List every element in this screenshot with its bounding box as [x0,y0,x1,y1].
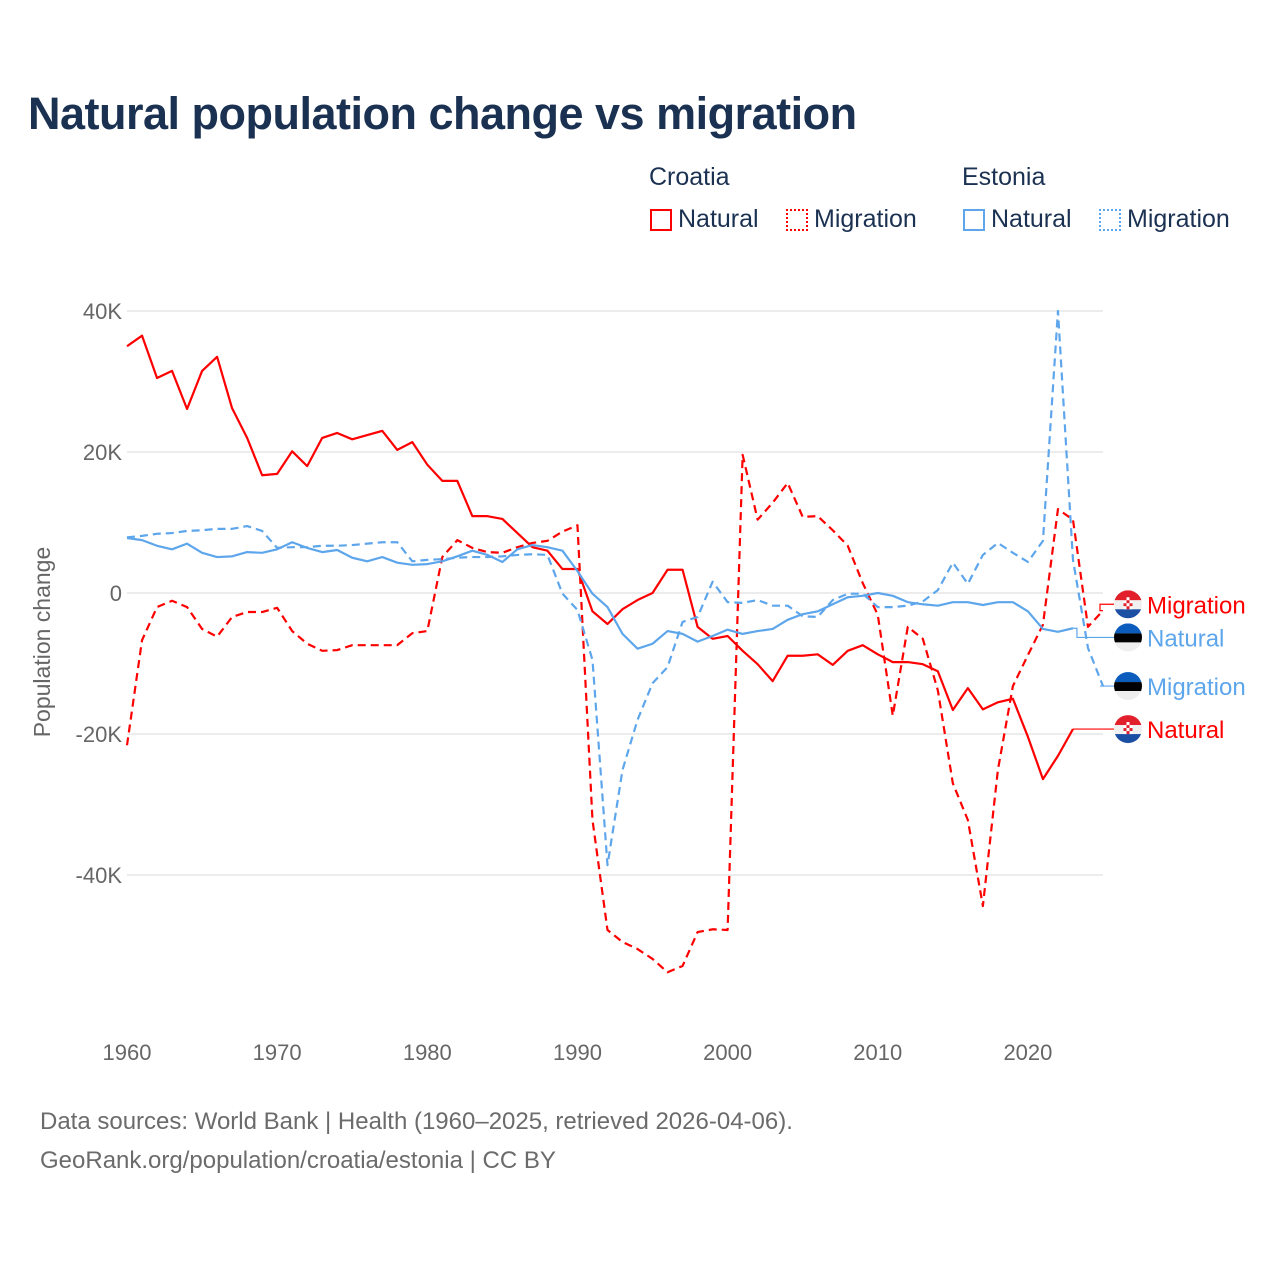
legend-label: Natural [678,205,759,233]
flag-shape [1114,715,1142,744]
label-connector [1099,603,1114,612]
flag-checker [1126,597,1130,601]
y-axis-label: Population change [29,547,55,738]
flag-checker [1126,606,1130,610]
flag-stripe [1114,682,1142,692]
legend-group-croatia: Croatia [649,163,730,191]
end-label: Migration [1147,592,1246,619]
flag-checker [1126,600,1130,604]
y-tick-label: 20K [83,440,122,465]
flag-checker [1126,722,1130,726]
footer-source: Data sources: World Bank | Health (1960–… [40,1108,793,1135]
flag-checker [1123,600,1127,604]
flag-checker [1129,728,1133,732]
flag-stripe [1114,715,1142,726]
series-line-estonia-migration [126,309,1105,867]
flag-stripe [1114,590,1142,601]
legend-swatch-solid [650,208,672,231]
flag-checker [1129,731,1133,735]
flag-checker [1123,606,1127,610]
end-label: Natural [1147,717,1224,744]
end-label: Migration [1147,674,1246,701]
flag-checker [1123,722,1127,726]
croatia-flag-icon [1114,715,1142,744]
flag-shape [1114,672,1142,701]
y-tick-label: -20K [76,722,123,747]
flag-checker [1126,731,1130,735]
legend-group-estonia: Estonia [962,163,1046,191]
flag-checker [1129,597,1133,601]
legend-item-croatia-natural[interactable]: Natural [650,205,759,234]
legend-item-estonia-natural[interactable]: Natural [963,205,1072,234]
legend-label: Migration [814,205,917,233]
flag-checker [1126,725,1130,729]
flag-stripe [1114,672,1142,683]
flag-checker [1129,606,1133,610]
series-line-croatia-migration [125,453,1104,974]
y-tick-label: -40K [76,863,123,888]
x-tick-label: 2010 [853,1040,902,1065]
flag-shape [1114,623,1142,652]
flag-stripe [1114,691,1142,701]
estonia-flag-icon [1114,672,1142,701]
flag-stripe [1114,623,1142,634]
legend-label: Natural [991,205,1072,233]
flag-shape [1114,590,1142,619]
flag-checker [1126,728,1130,732]
x-tick-label: 2020 [1003,1040,1052,1065]
flag-checker [1123,725,1127,729]
flag-checker [1129,725,1133,729]
x-tick-label: 1980 [403,1040,452,1065]
x-tick-label: 1960 [103,1040,152,1065]
x-tick-label: 2000 [703,1040,752,1065]
x-tick-label: 1990 [553,1040,602,1065]
legend-swatch-solid [963,208,985,231]
end-label: Natural [1147,625,1224,652]
flag-checker [1129,603,1133,607]
legend-swatch-dotted [1099,208,1121,231]
flag-stripe [1114,734,1142,744]
footer-link[interactable]: GeoRank.org/population/croatia/estonia |… [40,1147,556,1174]
x-tick-label: 1970 [253,1040,302,1065]
flag-checker [1123,731,1127,735]
chart-title: Natural population change vs migration [28,88,857,139]
flag-stripe [1114,642,1142,652]
legend-item-estonia-migration[interactable]: Migration [1099,205,1230,234]
legend-label: Migration [1127,205,1230,233]
flag-checker [1129,600,1133,604]
flag-checker [1123,597,1127,601]
legend-swatch-dotted [786,208,808,231]
flag-checker [1126,603,1130,607]
flag-checker [1123,728,1127,732]
flag-stripe [1114,633,1142,643]
label-connector [1072,627,1114,639]
flag-stripe [1114,609,1142,619]
estonia-flag-icon [1114,623,1142,652]
series-line-croatia-natural [126,334,1074,781]
croatia-flag-icon [1114,590,1142,619]
y-tick-label: 40K [83,299,122,324]
flag-checker [1123,603,1127,607]
legend-item-croatia-migration[interactable]: Migration [786,205,917,234]
flag-checker [1129,722,1133,726]
y-tick-label: 0 [110,581,122,606]
